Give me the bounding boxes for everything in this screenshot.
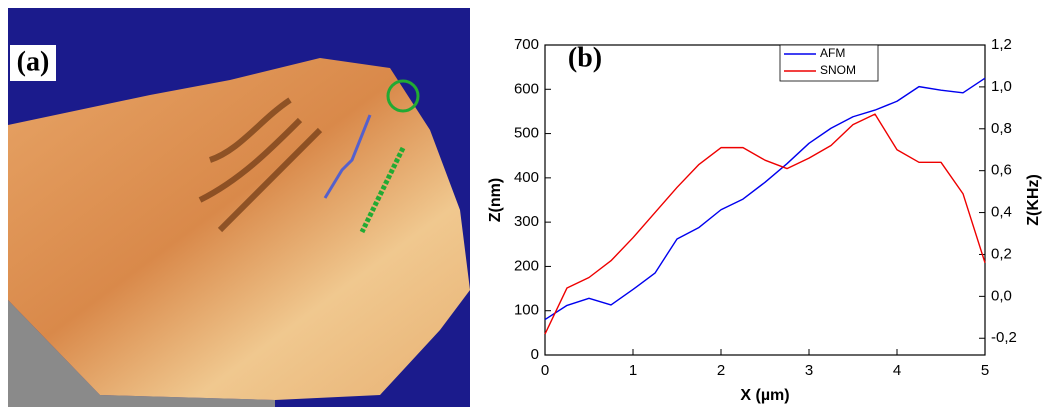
x-tick-label: 2	[717, 362, 725, 379]
x-tick-label: 3	[805, 362, 813, 379]
legend-label: AFM	[820, 46, 845, 60]
y2-tick-label: -0,2	[991, 329, 1017, 346]
legend-box	[779, 44, 879, 82]
surface-side	[8, 240, 275, 407]
data-line	[544, 113, 986, 335]
panel-label: (b)	[568, 42, 602, 73]
y2-tick-label: 0,2	[991, 245, 1012, 262]
x-tick-label: 0	[541, 362, 549, 379]
y-tick-label: 0	[531, 346, 539, 363]
y-tick-label: 100	[514, 302, 539, 319]
green-profile-line	[359, 146, 406, 234]
y-tick-label: 600	[514, 80, 539, 97]
ridge-shadow	[198, 97, 323, 233]
x-tick-label: 5	[981, 362, 989, 379]
x-tick-label: 1	[629, 362, 637, 379]
x-axis-label: X (µm)	[740, 387, 789, 404]
plot-frame	[544, 44, 986, 356]
y2-tick-label: 0,4	[991, 204, 1012, 221]
y2-tick-label: 0,8	[991, 120, 1012, 137]
y-tick-label: 200	[514, 257, 539, 274]
y-tick-label: 300	[514, 213, 539, 230]
panel-label: (a)	[17, 46, 50, 77]
x-tick-label: 4	[893, 362, 901, 379]
y-tick-label: 400	[514, 169, 539, 186]
y2-tick-label: 1,2	[991, 36, 1012, 53]
y-tick-label: 500	[514, 125, 539, 142]
y-tick-label: 700	[514, 36, 539, 53]
afm-image: (a)	[8, 8, 470, 407]
y2-tick-label: 0,0	[991, 287, 1012, 304]
data-line	[544, 77, 986, 321]
label-box	[10, 45, 56, 81]
blue-profile-line	[323, 114, 372, 199]
legend-label: SNOM	[820, 63, 856, 77]
surface	[8, 58, 470, 400]
y2-axis-label: Z(KHz)	[1025, 174, 1042, 226]
y-axis-label: Z(nm)	[487, 178, 504, 222]
y2-tick-label: 0,6	[991, 162, 1012, 179]
y2-tick-label: 1,0	[991, 78, 1012, 95]
marker-circle	[386, 79, 420, 113]
